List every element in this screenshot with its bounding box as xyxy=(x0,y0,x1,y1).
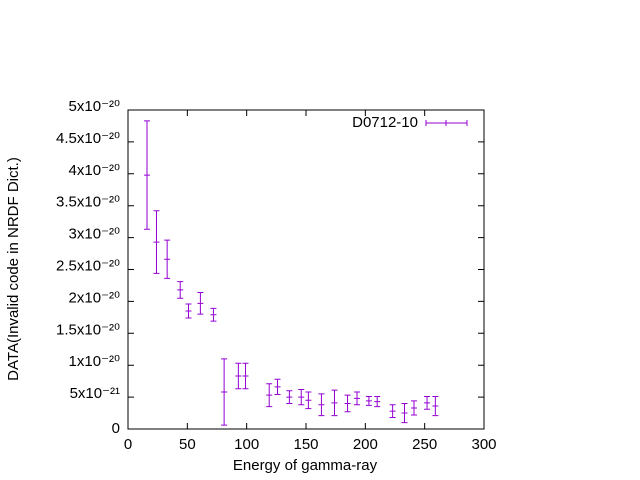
error-bar xyxy=(318,393,325,417)
error-bar xyxy=(424,395,431,410)
error-bar xyxy=(185,303,192,319)
error-bar xyxy=(286,390,293,404)
x-tick-label: 100 xyxy=(234,436,259,453)
legend-sample xyxy=(425,120,468,126)
y-tick-label: 4x10⁻²⁰ xyxy=(69,162,120,179)
error-bar xyxy=(305,391,312,410)
error-bar xyxy=(164,239,171,279)
error-bar xyxy=(197,291,204,315)
error-bar xyxy=(410,400,417,416)
error-bar xyxy=(365,395,372,406)
y-tick-label: 4.5x10⁻²⁰ xyxy=(56,130,120,147)
error-bar xyxy=(298,388,305,406)
y-tick-label: 3.5x10⁻²⁰ xyxy=(56,194,120,211)
error-bar xyxy=(210,307,217,322)
x-tick-label: 0 xyxy=(124,436,132,453)
error-bar xyxy=(389,404,396,419)
error-bar xyxy=(153,210,160,274)
y-tick-label: 1x10⁻²⁰ xyxy=(69,353,120,370)
y-axis-label: DATA(Invalid code in NRDF Dict.) xyxy=(5,157,22,381)
y-tick-label: 2.5x10⁻²⁰ xyxy=(56,257,120,274)
error-bar xyxy=(331,389,338,417)
error-bar xyxy=(274,378,281,396)
error-bar xyxy=(354,391,361,406)
y-tick-label: 3x10⁻²⁰ xyxy=(69,226,120,243)
x-tick-label: 50 xyxy=(179,436,196,453)
error-bar xyxy=(432,395,439,417)
legend-label: D0712-10 xyxy=(352,114,418,131)
error-bar xyxy=(235,362,242,390)
error-bar xyxy=(242,362,249,390)
error-bar xyxy=(266,383,273,408)
y-tick-label: 1.5x10⁻²⁰ xyxy=(56,321,120,338)
error-bar xyxy=(374,395,381,408)
x-tick-label: 150 xyxy=(293,436,318,453)
x-tick-label: 200 xyxy=(353,436,378,453)
x-tick-label: 300 xyxy=(471,436,496,453)
x-tick-label: 250 xyxy=(412,436,437,453)
y-tick-label: 5x10⁻²¹ xyxy=(70,385,120,402)
y-tick-label: 0 xyxy=(112,420,120,437)
x-axis-label: Energy of gamma-ray xyxy=(233,457,378,474)
error-bar xyxy=(177,281,184,299)
error-bar xyxy=(401,402,408,424)
y-tick-label: 2x10⁻²⁰ xyxy=(69,289,120,306)
error-bar xyxy=(344,394,351,413)
y-tick-label: 5x10⁻²⁰ xyxy=(69,98,120,115)
error-bar xyxy=(221,358,228,426)
plot-border xyxy=(127,109,485,430)
error-bar xyxy=(143,120,150,230)
